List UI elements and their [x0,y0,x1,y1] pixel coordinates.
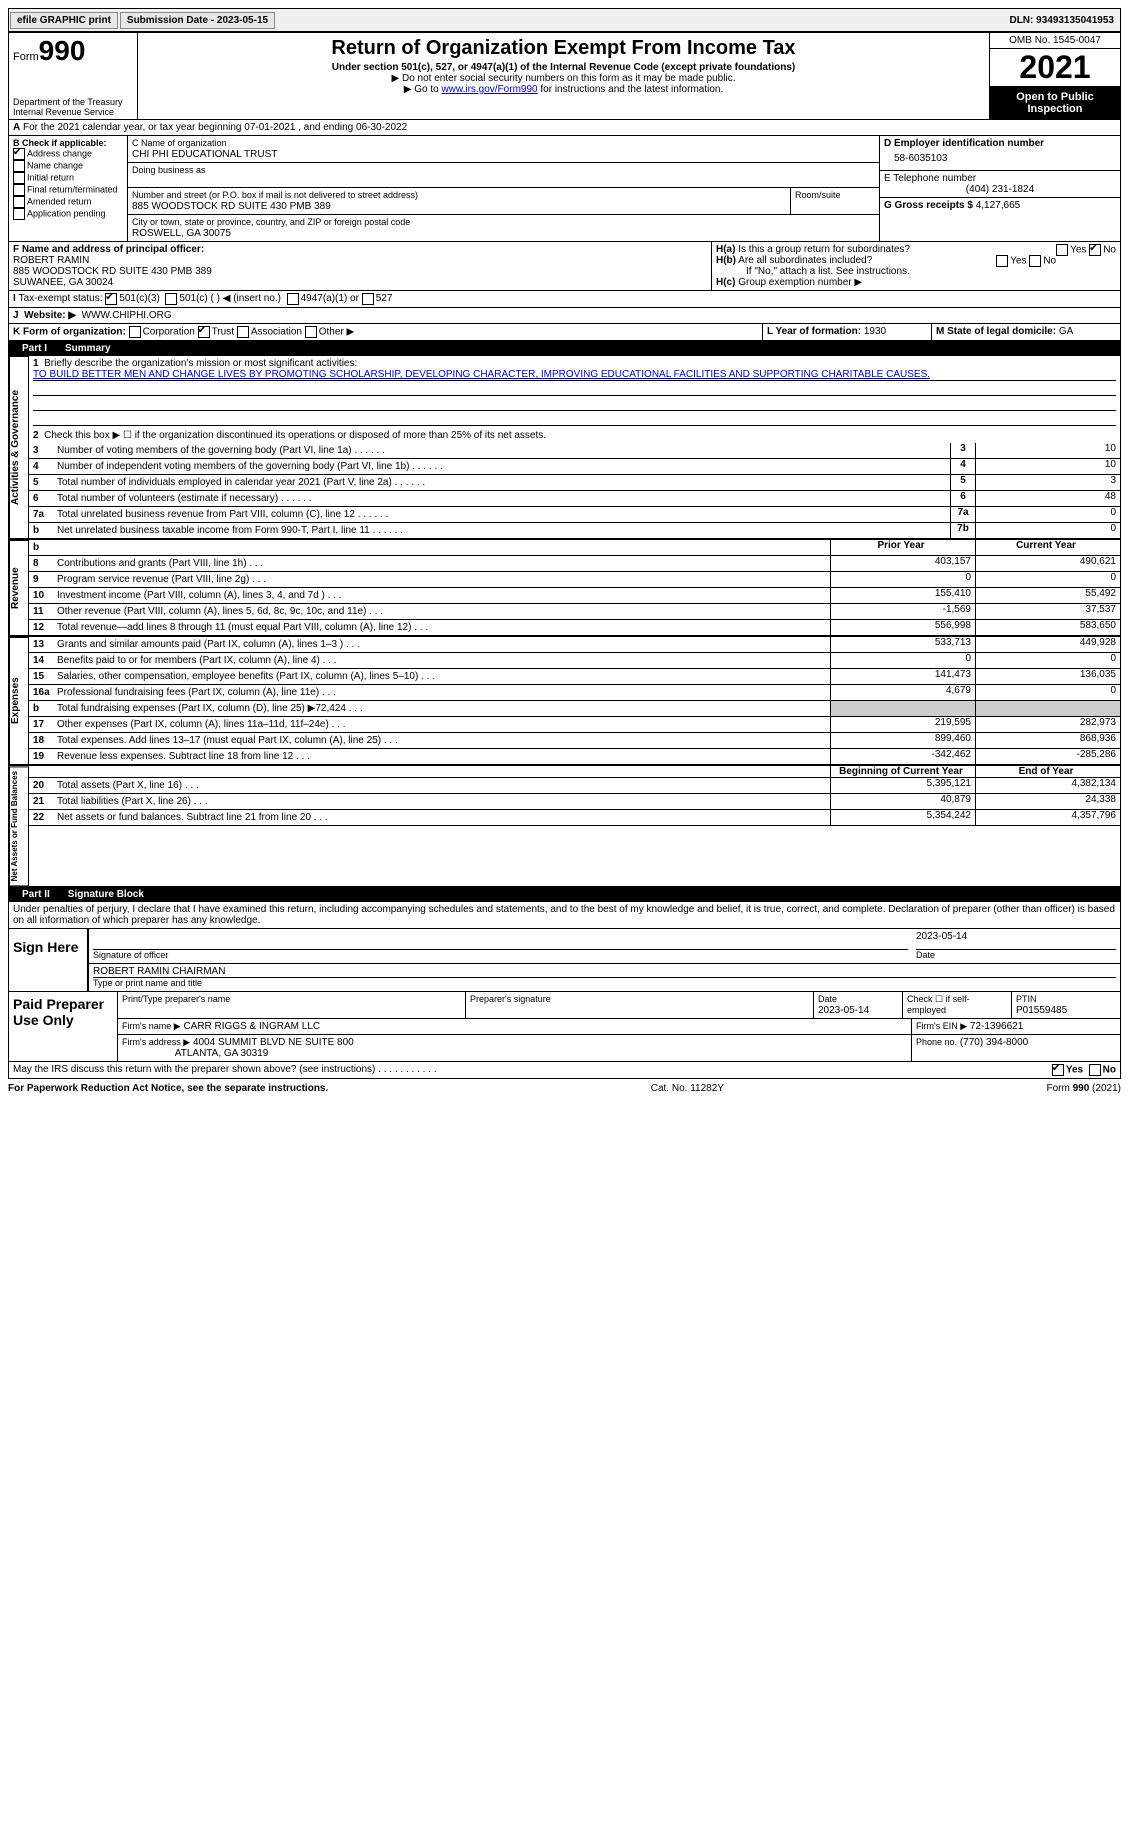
amended-return-checkbox[interactable] [13,196,25,208]
association-checkbox[interactable] [237,326,249,338]
summary-line: 17Other expenses (Part IX, column (A), l… [29,717,1120,733]
hb-no-checkbox[interactable] [1029,255,1041,267]
submission-date-button[interactable]: Submission Date - 2023-05-15 [120,12,275,29]
mission-text: TO BUILD BETTER MEN AND CHANGE LIVES BY … [33,369,1116,381]
officer-sign-date: 2023-05-14 [916,931,1116,950]
officer-name-title: ROBERT RAMIN CHAIRMAN [93,966,1116,978]
summary-line: 12Total revenue—add lines 8 through 11 (… [29,620,1120,636]
section-m-state: M State of legal domicile: GA [931,324,1120,340]
summary-line: 22Net assets or fund balances. Subtract … [29,810,1120,826]
501c-checkbox[interactable] [165,293,177,305]
top-toolbar: efile GRAPHIC print Submission Date - 20… [8,8,1121,32]
section-i-tax-status: I Tax-exempt status: 501(c)(3) 501(c) ( … [8,291,1121,308]
website-value: WWW.CHIPHI.ORG [82,310,172,321]
name-change-checkbox[interactable] [13,160,25,172]
prior-year-header: Prior Year [830,540,975,555]
gross-receipts-value: 4,127,665 [976,200,1021,211]
irs-form990-link[interactable]: www.irs.gov/Form990 [441,84,537,95]
form-title-box: Return of Organization Exempt From Incom… [138,33,989,119]
summary-line: 14Benefits paid to or for members (Part … [29,653,1120,669]
application-pending-checkbox[interactable] [13,208,25,220]
net-assets-label: Net Assets or Fund Balances [9,766,29,886]
summary-line: 3Number of voting members of the governi… [29,443,1120,459]
final-return-checkbox[interactable] [13,184,25,196]
trust-checkbox[interactable] [198,326,210,338]
form-title: Return of Organization Exempt From Incom… [140,37,987,60]
org-name: CHI PHI EDUCATIONAL TRUST [132,149,277,160]
527-checkbox[interactable] [362,293,374,305]
dln-label: DLN: 93493135041953 [1003,15,1120,26]
efile-print-button[interactable]: efile GRAPHIC print [10,12,118,29]
summary-line: bNet unrelated business taxable income f… [29,523,1120,539]
summary-line: 11Other revenue (Part VIII, column (A), … [29,604,1120,620]
current-year-header: Current Year [975,540,1120,555]
summary-line: 18Total expenses. Add lines 13–17 (must … [29,733,1120,749]
sign-here-label: Sign Here [9,929,87,991]
summary-line: bTotal fundraising expenses (Part IX, co… [29,701,1120,717]
activities-governance-label: Activities & Governance [9,356,29,539]
section-j-website: J Website: ▶ WWW.CHIPHI.ORG [8,308,1121,324]
part-2-header: Part II Signature Block [8,887,1121,902]
tax-year-row: A For the 2021 calendar year, or tax yea… [8,119,1121,136]
boy-header: Beginning of Current Year [830,766,975,777]
ha-no-checkbox[interactable] [1089,244,1101,256]
firm-ein: 72-1396621 [970,1021,1023,1032]
corporation-checkbox[interactable] [129,326,141,338]
section-l-year: L Year of formation: 1930 [762,324,931,340]
501c3-checkbox[interactable] [105,293,117,305]
summary-line: 9Program service revenue (Part VIII, lin… [29,572,1120,588]
summary-line: 16aProfessional fundraising fees (Part I… [29,685,1120,701]
discuss-question: May the IRS discuss this return with the… [13,1064,1052,1076]
telephone-value: (404) 231-1824 [884,184,1116,195]
summary-line: 13Grants and similar amounts paid (Part … [29,637,1120,653]
part-1-header: Part I Summary [8,341,1121,356]
summary-line: 20Total assets (Part X, line 16) . . .5,… [29,778,1120,794]
summary-line: 6Total number of volunteers (estimate if… [29,491,1120,507]
section-k-form-org: K Form of organization: Corporation Trus… [9,324,762,340]
firm-name: CARR RIGGS & INGRAM LLC [183,1021,320,1032]
summary-line: 7aTotal unrelated business revenue from … [29,507,1120,523]
address-change-checkbox[interactable] [13,148,25,160]
eoy-header: End of Year [975,766,1120,777]
hb-yes-checkbox[interactable] [996,255,1008,267]
discuss-no-checkbox[interactable] [1089,1064,1101,1076]
year-box: OMB No. 1545-0047 2021 Open to Public In… [989,33,1120,119]
section-f-officer: F Name and address of principal officer:… [9,242,711,290]
section-c-org-info: C Name of organization CHI PHI EDUCATION… [128,136,879,241]
perjury-declaration: Under penalties of perjury, I declare th… [8,902,1121,928]
paid-preparer-label: Paid Preparer Use Only [9,992,117,1061]
section-b-checkboxes: B Check if applicable: Address change Na… [9,136,128,241]
form-id-box: Form990 Department of the Treasury Inter… [9,33,138,119]
summary-line: 8Contributions and grants (Part VIII, li… [29,556,1120,572]
4947a1-checkbox[interactable] [287,293,299,305]
ein-value: 58-6035103 [884,149,1116,168]
section-h: H(a) Is this a group return for subordin… [711,242,1120,290]
initial-return-checkbox[interactable] [13,172,25,184]
other-checkbox[interactable] [305,326,317,338]
section-deg: D Employer identification number 58-6035… [879,136,1120,241]
revenue-label: Revenue [9,540,29,636]
summary-line: 21Total liabilities (Part X, line 26) . … [29,794,1120,810]
firm-phone: (770) 394-8000 [960,1037,1028,1048]
expenses-label: Expenses [9,637,29,765]
summary-line: 15Salaries, other compensation, employee… [29,669,1120,685]
ptin-value: P01559485 [1016,1005,1067,1016]
summary-line: 5Total number of individuals employed in… [29,475,1120,491]
summary-line: 10Investment income (Part VIII, column (… [29,588,1120,604]
summary-line: 4Number of independent voting members of… [29,459,1120,475]
summary-line: 19Revenue less expenses. Subtract line 1… [29,749,1120,765]
page-footer: For Paperwork Reduction Act Notice, see … [8,1079,1121,1094]
ha-yes-checkbox[interactable] [1056,244,1068,256]
discuss-yes-checkbox[interactable] [1052,1064,1064,1076]
